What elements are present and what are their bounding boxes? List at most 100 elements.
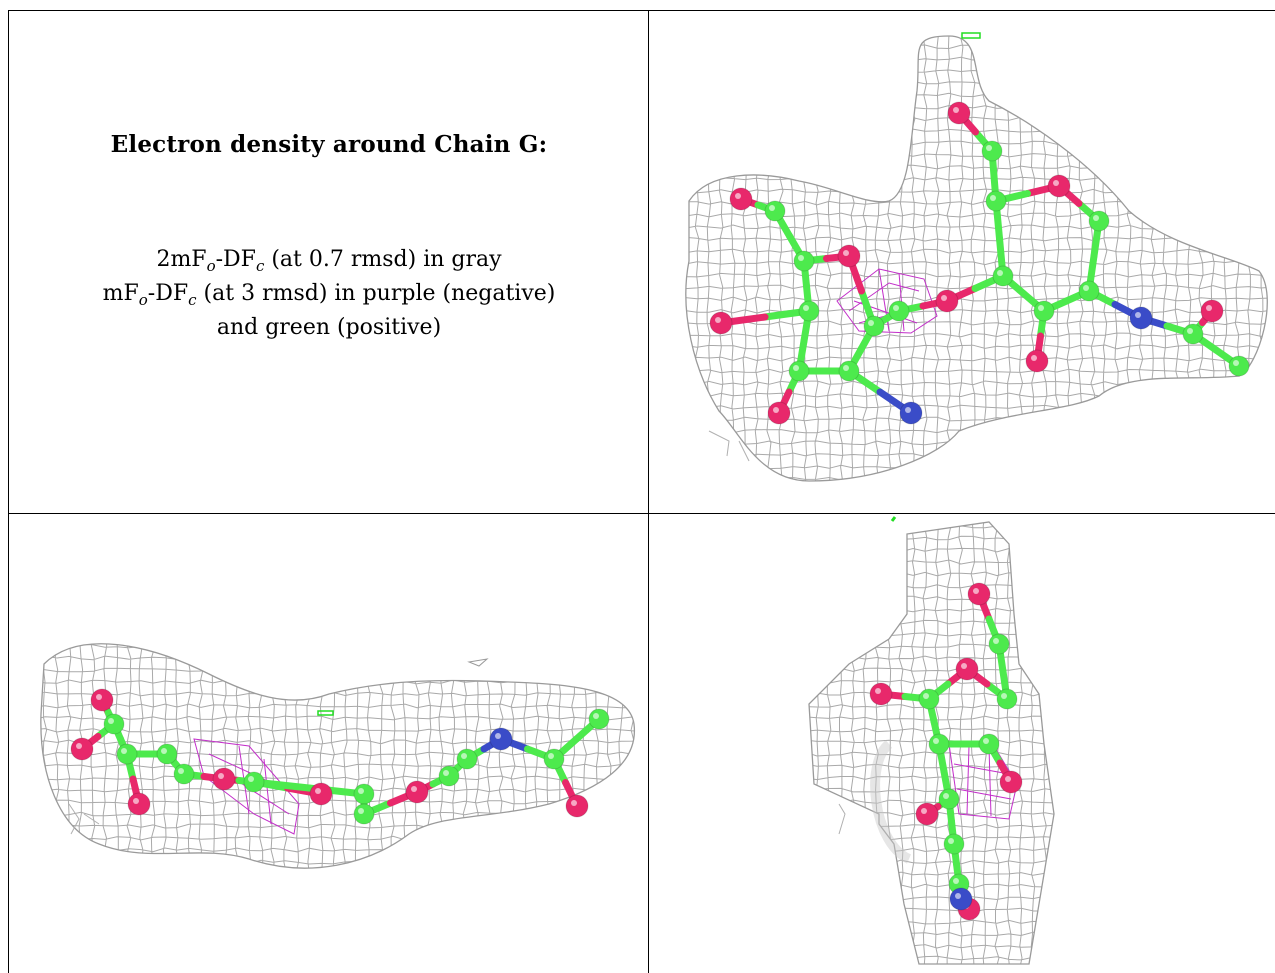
atom-highlight (973, 588, 979, 594)
atom-highlight (1083, 285, 1089, 291)
legend-line-gray-sub-c: c (255, 257, 265, 275)
legend-line-purple-sub-o: o (138, 291, 148, 309)
atom-highlight (315, 788, 321, 794)
atom-highlight (461, 753, 467, 759)
oxygen-atom (999, 770, 1023, 794)
legend-line-purple-sub-c: c (188, 291, 197, 309)
atom-highlight (1038, 305, 1044, 311)
carbon-atom (764, 200, 786, 222)
legend-line-purple-prefix: mF (102, 281, 139, 306)
gray-density-mesh (685, 36, 1268, 481)
atom-highlight (993, 638, 999, 644)
oxygen-atom (947, 101, 971, 125)
oxygen-atom (767, 401, 791, 425)
atom-highlight (443, 770, 449, 776)
table-border-middle (8, 513, 1275, 514)
oxygen-atom (955, 657, 979, 681)
mesh-fragment (68, 803, 100, 835)
mesh-fragment (467, 658, 489, 667)
oxygen-atom (1200, 299, 1224, 323)
legend-line-gray: 2mFo-DFc (at 0.7 rmsd) in gray (9, 243, 648, 277)
carbon-atom (543, 748, 565, 770)
carbon-atom (938, 788, 960, 810)
carbon-atom (156, 743, 178, 765)
oxygen-atom (127, 792, 151, 816)
positive-density-blob (961, 32, 981, 39)
positive-density-blob (317, 710, 334, 716)
oxygen-atom (565, 794, 589, 818)
ligand-ball-and-stick (709, 101, 1250, 425)
molecule-density-view-top-right (685, 32, 1268, 482)
atom-highlight (495, 733, 501, 739)
carbon-atom (353, 803, 375, 825)
atom-highlight (803, 305, 809, 311)
oxygen-atom (967, 582, 991, 606)
nitrogen-atom (949, 887, 973, 911)
ligand-ball-and-stick (869, 582, 1023, 921)
atom-highlight (893, 305, 899, 311)
atom-highlight (769, 205, 775, 211)
atom-highlight (593, 713, 599, 719)
legend-line-green: and green (positive) (216, 315, 442, 340)
atom-highlight (76, 743, 82, 749)
atom-highlight (941, 295, 947, 301)
mesh-grid-lines (809, 522, 1054, 964)
carbon-atom (988, 633, 1010, 655)
table-border-top (8, 10, 1275, 11)
atom-highlight (1233, 360, 1239, 366)
atom-highlight (921, 808, 927, 814)
atom-highlight (955, 893, 961, 899)
carbon-atom (788, 360, 810, 382)
legend-line-gray-mid: -DF (215, 247, 256, 272)
carbon-atom (1182, 323, 1204, 345)
atom-highlight (178, 768, 184, 774)
carbon-atom (996, 688, 1018, 710)
atom-highlight (1187, 328, 1193, 334)
atom-highlight (358, 788, 364, 794)
gray-density-mesh (809, 522, 1054, 964)
oxygen-atom (212, 767, 236, 791)
carbon-atom (798, 300, 820, 322)
atom-highlight (997, 270, 1003, 276)
figure-table: Electron density around Chain G: 2mFo-DF… (8, 10, 1275, 973)
atom-highlight (875, 688, 881, 694)
table-border-center (648, 10, 649, 973)
carbon-atom (863, 315, 885, 337)
carbon-atom (438, 765, 460, 787)
atom-highlight (411, 786, 417, 792)
atom-highlight (248, 776, 254, 782)
mesh-grid-lines (40, 643, 635, 869)
carbon-atom (103, 713, 125, 735)
atom-highlight (358, 808, 364, 814)
atom-highlight (1206, 305, 1212, 311)
carbon-atom (918, 688, 940, 710)
nitrogen-atom (1129, 306, 1153, 330)
carbon-atom (243, 771, 265, 793)
atom-highlight (990, 195, 996, 201)
atom-highlight (905, 407, 911, 413)
oxygen-atom (1025, 349, 1049, 373)
atom-highlight (1005, 776, 1011, 782)
oxygen-atom (729, 187, 753, 211)
atom-highlight (108, 718, 114, 724)
oxygen-atom (915, 802, 939, 826)
atom-highlight (983, 738, 989, 744)
nitrogen-atom (899, 401, 923, 425)
legend-line-purple-mid: -DF (147, 281, 189, 306)
caption-cell: Electron density around Chain G: 2mFo-DF… (9, 11, 648, 513)
carbon-atom (928, 733, 950, 755)
atom-highlight (948, 838, 954, 844)
atom-highlight (735, 193, 741, 199)
positive-density-blob (890, 516, 897, 522)
atom-highlight (843, 250, 849, 256)
atom-highlight (843, 365, 849, 371)
caption-legend: 2mFo-DFc (at 0.7 rmsd) in gray mFo-DFc (… (9, 243, 648, 345)
oxygen-atom (405, 780, 429, 804)
carbon-atom (1078, 280, 1100, 302)
molecule-density-view-bottom-right (808, 516, 1055, 965)
oxygen-atom (869, 682, 893, 706)
panel-top-right (649, 11, 1275, 513)
mesh-shadow (870, 740, 912, 864)
atom-highlight (953, 107, 959, 113)
atom-highlight (943, 793, 949, 799)
